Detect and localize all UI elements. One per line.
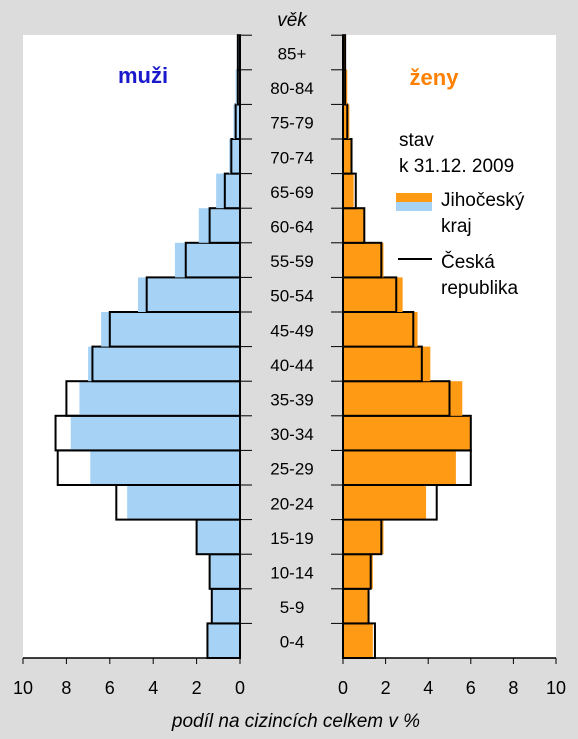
- legend-region-line2: kraj: [441, 216, 472, 237]
- age-group-label: 70-74: [270, 148, 313, 167]
- right-x-tick-label: 10: [546, 678, 566, 698]
- age-axis-label: věk: [277, 10, 308, 31]
- right-x-tick-label: 8: [508, 678, 518, 698]
- male-bar-region: [88, 346, 240, 382]
- male-bar-region: [127, 485, 240, 520]
- age-group-label: 15-19: [270, 529, 313, 548]
- left-x-tick-label: 4: [148, 678, 158, 698]
- male-bar-region: [79, 381, 240, 416]
- x-axis-label: podíl na cizincích celkem v %: [171, 711, 420, 732]
- right-x-tick-label: 2: [381, 678, 391, 698]
- male-bar-region: [207, 623, 240, 658]
- male-bar-region: [90, 450, 241, 485]
- male-bar-region: [198, 208, 240, 243]
- female-bar-region: [343, 139, 352, 174]
- female-panel-label: ženy: [410, 65, 460, 90]
- female-bar-region: [343, 588, 369, 624]
- right-x-tick-label: 6: [466, 678, 476, 698]
- age-group-label: 75-79: [270, 114, 313, 133]
- female-bar-region: [343, 554, 373, 589]
- female-bar-region: [343, 242, 384, 278]
- legend-title-line1: stav: [399, 130, 434, 151]
- bars-layer: [54, 34, 472, 660]
- male-bar-region: [101, 312, 241, 347]
- age-group-label: 65-69: [270, 183, 313, 202]
- legend-swatch-female: [396, 193, 432, 202]
- legend-title-line2: k 31.12. 2009: [399, 156, 514, 177]
- axes-layer: [22, 34, 557, 664]
- age-group-label: 30-34: [270, 425, 313, 444]
- age-group-label: 5-9: [280, 598, 305, 617]
- left-x-tick-label: 0: [235, 678, 245, 698]
- legend-region-line1: Jihočeský: [441, 190, 525, 211]
- female-bar-region: [343, 173, 354, 209]
- female-bar-region: [343, 277, 403, 312]
- female-bar-region: [343, 35, 346, 70]
- legend-country-line2: republika: [441, 278, 519, 299]
- age-group-label: 55-59: [270, 252, 313, 271]
- female-bar-region: [343, 415, 471, 451]
- male-bar-region: [233, 104, 240, 139]
- male-bar-region: [138, 277, 240, 312]
- male-bar-region: [211, 588, 240, 624]
- age-group-label: 0-4: [280, 633, 305, 652]
- age-group-label: 25-29: [270, 460, 313, 479]
- legend-country-line1: Česká: [441, 251, 495, 273]
- female-bar-region: [343, 312, 418, 347]
- labels-layer: 0-4 5-9 10-14 15-19 20-24 25-29 30-34 35-39 40-4…: [13, 45, 566, 699]
- male-bar-region: [209, 554, 240, 589]
- female-bar-region: [343, 104, 350, 139]
- age-group-label: 50-54: [270, 287, 313, 306]
- right-x-tick-label: 4: [423, 678, 433, 698]
- male-bar-region: [70, 415, 241, 451]
- female-bar-region: [343, 450, 456, 485]
- age-group-label: 85+: [278, 45, 307, 64]
- male-bar-region: [216, 173, 240, 209]
- age-group-label: 10-14: [270, 564, 313, 583]
- female-bar-region: [343, 623, 373, 658]
- female-bar-region: [343, 381, 463, 416]
- female-bar-region: [343, 346, 431, 382]
- male-bar-region: [196, 519, 240, 555]
- legend-swatch-male: [396, 202, 432, 211]
- male-bar-region: [229, 139, 240, 174]
- right-x-tick-label: 0: [338, 678, 348, 698]
- female-bar-region: [343, 208, 365, 243]
- age-group-label: 80-84: [270, 79, 313, 98]
- age-group-label: 35-39: [270, 391, 313, 410]
- age-group-label: 40-44: [270, 356, 313, 375]
- male-bar-region: [174, 242, 240, 278]
- age-group-label: 60-64: [270, 218, 313, 237]
- left-x-tick-label: 10: [13, 678, 33, 698]
- left-x-tick-label: 6: [105, 678, 115, 698]
- female-bar-region: [343, 485, 427, 520]
- male-bar-region: [237, 35, 240, 70]
- left-x-tick-label: 2: [192, 678, 202, 698]
- left-x-tick-label: 8: [61, 678, 71, 698]
- legend: stav k 31.12. 2009 Jihočeský kraj Česká …: [396, 130, 525, 299]
- age-group-label: 20-24: [270, 494, 313, 513]
- male-panel-label: muži: [118, 63, 168, 88]
- age-group-label: 45-49: [270, 321, 313, 340]
- female-bar-region: [343, 519, 384, 555]
